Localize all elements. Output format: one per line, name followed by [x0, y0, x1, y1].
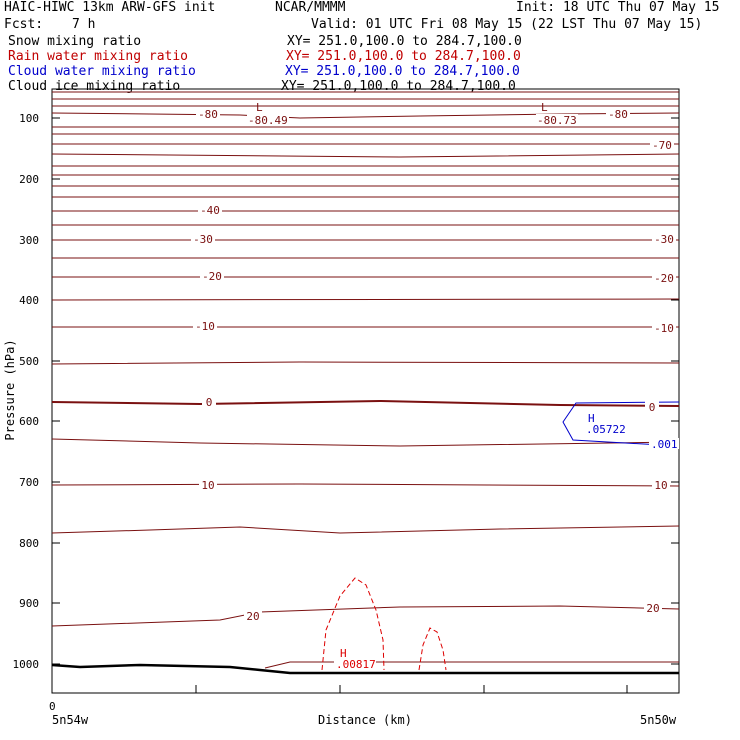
- isotherm-label: -30: [193, 233, 213, 246]
- x-axis-label: Distance (km): [318, 713, 412, 727]
- isotherm-line: [51, 605, 680, 627]
- y-axis-label: Pressure (hPa): [3, 339, 17, 440]
- fcst-value: 7 h: [72, 17, 96, 32]
- isotherm-line: [51, 112, 680, 119]
- fcst-label: Fcst:: [4, 17, 44, 32]
- rain-contour: [321, 577, 385, 671]
- low-marker: L: [256, 101, 263, 114]
- y-tick-label-900: 900: [19, 597, 39, 610]
- isotherm-label: 10: [654, 479, 667, 492]
- y-axis-ticks: [52, 117, 679, 665]
- rain-contours: [321, 577, 447, 671]
- isotherm-label: 0: [649, 401, 656, 414]
- isotherm-label: -80: [608, 108, 628, 121]
- high-value: .00817: [336, 658, 376, 671]
- y-tick-label-700: 700: [19, 476, 39, 489]
- plot-frame: [51, 88, 680, 694]
- field-rain-name: Rain water mixing ratio: [8, 49, 189, 64]
- low-value: -80.49: [248, 114, 288, 127]
- isotherm-label: -10: [195, 320, 215, 333]
- init-time: Init: 18 UTC Thu 07 May 15: [516, 0, 720, 15]
- x-right-label: 5n50w: [640, 713, 677, 727]
- y-tick-label-100: 100: [19, 112, 39, 125]
- isotherm-label: -30: [654, 233, 674, 246]
- isotherm-line: [264, 661, 679, 669]
- y-tick-label-300: 300: [19, 234, 39, 247]
- y-tick-label-400: 400: [19, 294, 39, 307]
- y-tick-label-800: 800: [19, 537, 39, 550]
- high-value: .05722: [586, 423, 626, 436]
- high-marker: H: [588, 412, 595, 425]
- terrain-line: [51, 663, 679, 675]
- isotherm-label: -20: [202, 270, 222, 283]
- y-tick-label-600: 600: [19, 415, 39, 428]
- field-ice-xy: XY= 251.0,100.0 to 284.7,100.0: [281, 79, 516, 94]
- field-snow-name: Snow mixing ratio: [8, 34, 142, 49]
- isotherm-label: -40: [200, 204, 220, 217]
- isotherm-line: [51, 298, 680, 301]
- y-tick-label-500: 500: [19, 355, 39, 368]
- low-marker: L: [541, 101, 548, 114]
- isotherm-label: 10: [201, 479, 214, 492]
- rain-contour: [418, 627, 447, 671]
- field-cloud-xy: XY= 251.0,100.0 to 284.7,100.0: [285, 64, 520, 79]
- field-rain-xy: XY= 251.0,100.0 to 284.7,100.0: [286, 49, 521, 64]
- field-ice-name: Cloud ice mixing ratio: [8, 79, 181, 94]
- org-label: NCAR/MMMM: [275, 0, 346, 15]
- isotherm-label: 20: [246, 610, 259, 623]
- field-cloud-name: Cloud water mixing ratio: [8, 64, 196, 79]
- x-origin-label: 0: [49, 700, 56, 713]
- isotherm-label: -10: [654, 322, 674, 335]
- high-marker: H: [340, 647, 347, 660]
- isotherms: [51, 91, 680, 669]
- x-axis-ticks: [195, 685, 628, 693]
- isotherm-line: [51, 438, 680, 447]
- y-tick-label-1000: 1000: [13, 658, 40, 671]
- isotherm-label: -70: [652, 139, 672, 152]
- isotherm-label: -80: [198, 108, 218, 121]
- isotherm-line: [51, 525, 680, 534]
- x-left-label: 5n54w: [52, 713, 89, 727]
- y-tick-label-200: 200: [19, 173, 39, 186]
- isotherm-label: -20: [654, 272, 674, 285]
- freezing-level-line: [51, 399, 680, 407]
- cloud-water-contour: [562, 401, 680, 447]
- isotherm-line: [51, 153, 680, 158]
- low-value: -80.73: [537, 114, 577, 127]
- model-title: HAIC-HIWC 13km ARW-GFS init: [4, 0, 216, 15]
- cloud-contour-label: .001: [651, 438, 678, 451]
- isotherm-label: 20: [646, 602, 659, 615]
- isotherm-line: [51, 361, 680, 365]
- valid-time: Valid: 01 UTC Fri 08 May 15 (22 LST Thu …: [311, 17, 703, 32]
- field-snow-xy: XY= 251.0,100.0 to 284.7,100.0: [287, 34, 522, 49]
- isotherm-line: [51, 483, 680, 487]
- isotherm-label: 0: [206, 396, 213, 409]
